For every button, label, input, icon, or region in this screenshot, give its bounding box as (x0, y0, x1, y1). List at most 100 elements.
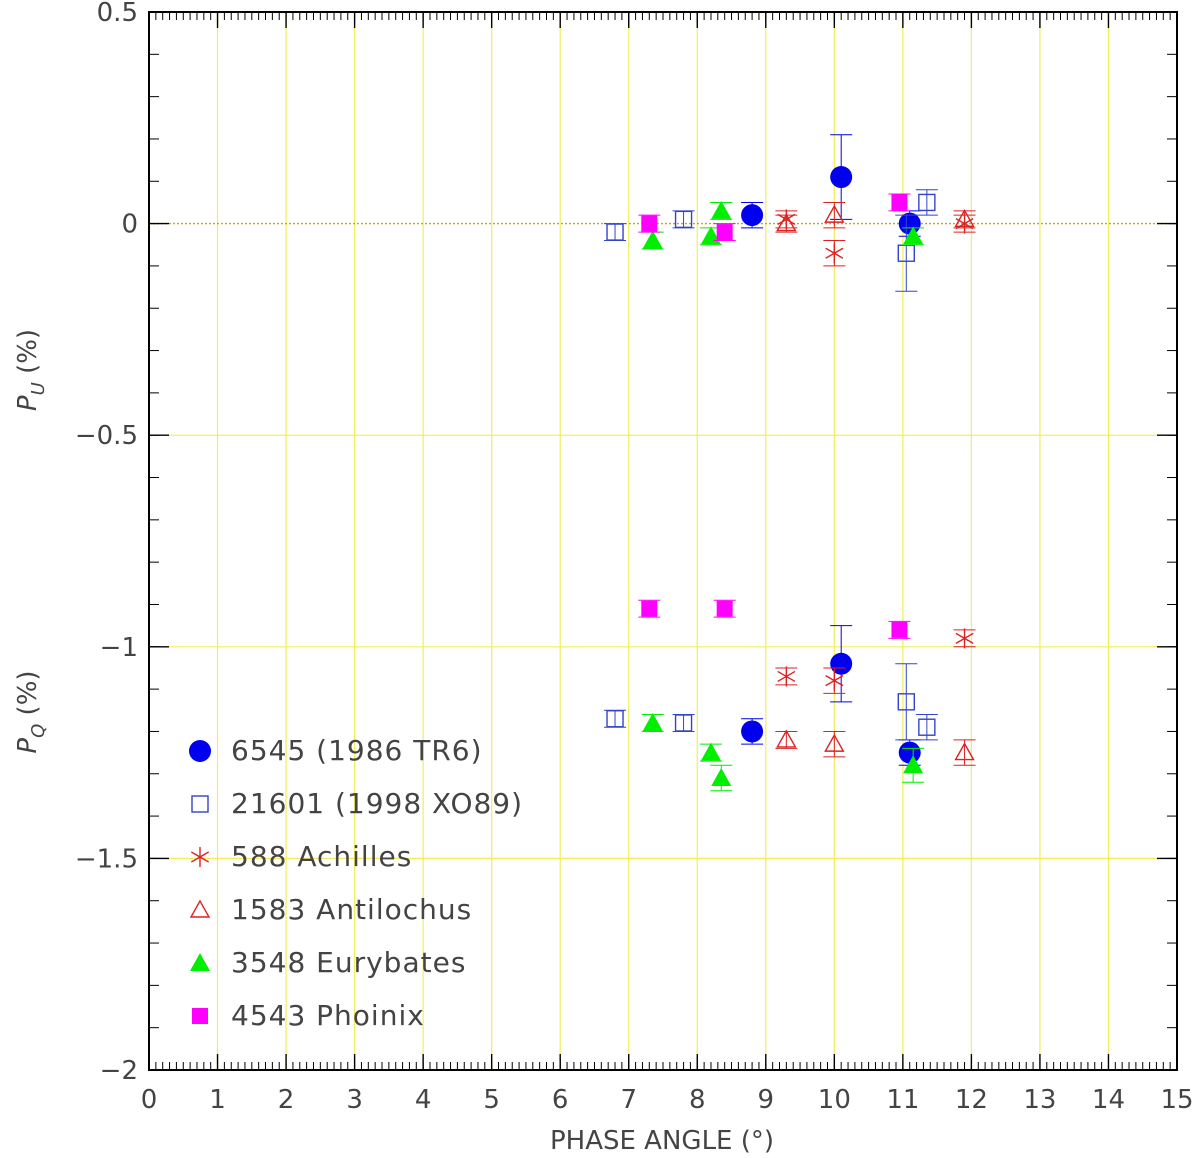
point-s5-pq-2-shape (891, 621, 908, 638)
x-tick-label-7: 7 (620, 1085, 637, 1115)
x-tick-label-15: 15 (1160, 1085, 1193, 1115)
legend-marker-5 (192, 1008, 208, 1024)
point-s1-pu-0-shape (606, 223, 624, 241)
point-s0-pu-0-shape (741, 204, 764, 227)
x-tick-label-13: 13 (1023, 1085, 1056, 1115)
legend-label-2: 588 Achilles (231, 840, 412, 873)
y-tick-label-4: −1.5 (75, 844, 138, 874)
point-s1-pq-0 (606, 710, 624, 728)
x-tick-label-14: 14 (1092, 1085, 1125, 1115)
y-tick-label-5: −2 (100, 1056, 138, 1086)
point-s0-pu-1 (830, 166, 853, 189)
legend-marker-1-shape (191, 795, 209, 813)
point-s5-pu-2 (891, 194, 908, 211)
point-s4-pu-3-shape (903, 226, 924, 245)
point-s3-pq-0-shape (776, 729, 797, 748)
y-tick-label-1: 0 (121, 210, 138, 240)
point-s4-pu-1-shape (700, 226, 721, 245)
point-s3-pu-1 (824, 204, 845, 223)
data-points (604, 134, 976, 792)
svg-text:PQ (%): PQ (%) (13, 670, 49, 753)
point-s1-pu-0 (606, 223, 624, 241)
x-tick-label-4: 4 (415, 1085, 432, 1115)
point-s2-pq-2 (955, 628, 974, 649)
point-s4-pq-1 (700, 742, 721, 761)
point-s4-pq-2-shape (711, 767, 732, 786)
x-tick-labels: 0 1 2 3 4 5 6 7 8 9 10 11 12 13 14 15 (141, 1085, 1194, 1115)
point-s3-pu-0 (776, 213, 797, 232)
legend-marker-5-shape (192, 1008, 208, 1024)
legend: 6545 (1986 TR6) 21601 (1998 XO89) 588 Achi… (189, 734, 523, 1032)
point-s5-pu-0-shape (641, 215, 658, 232)
point-s1-pu-3-shape (918, 193, 936, 212)
x-tick-label-6: 6 (552, 1085, 569, 1115)
y-axis-label-pq-subscript: Q (28, 724, 49, 738)
point-s3-pq-2 (954, 742, 975, 761)
point-s3-pq-1-shape (824, 733, 845, 752)
x-tick-label-12: 12 (955, 1085, 988, 1115)
point-s3-pu-1-shape (824, 204, 845, 223)
point-s1-pq-2 (897, 693, 915, 711)
legend-marker-3-shape (189, 899, 211, 918)
point-s4-pu-3 (903, 226, 924, 245)
x-axis-label: PHASE ANGLE (°) (550, 1126, 774, 1156)
point-s0-pq-2 (898, 741, 921, 764)
point-s1-pq-3-shape (918, 718, 936, 736)
point-s1-pq-2-errorbar (895, 663, 918, 741)
point-s0-pu-1-shape (830, 166, 853, 189)
x-tick-label-1: 1 (209, 1085, 226, 1115)
point-s1-pq-2-shape (897, 693, 915, 711)
legend-label-3: 1583 Antilochus (231, 893, 472, 926)
y-axis-label-pu: PU (%) (13, 329, 49, 411)
y-tick-labels: 0.5 0 −0.5 −1 −1.5 −2 (75, 0, 138, 1086)
point-s2-pq-0-stroke-2 (777, 670, 796, 683)
point-s2-pu-1-stroke-2 (825, 247, 844, 259)
point-s1-pq-1-shape (674, 714, 693, 732)
point-s0-pq-0-shape (741, 720, 764, 743)
point-s3-pu-0-shape (776, 213, 797, 232)
point-s1-pu-1 (674, 210, 693, 229)
point-s4-pq-2 (711, 767, 732, 786)
x-tick-label-0: 0 (141, 1085, 158, 1115)
point-s5-pq-2 (891, 621, 908, 638)
point-s3-pq-1 (824, 733, 845, 752)
legend-marker-0-shape (189, 740, 211, 762)
legend-marker-4 (190, 953, 210, 971)
legend-label-1: 21601 (1998 XO89) (231, 787, 523, 820)
point-s5-pu-2-shape (891, 194, 908, 211)
point-s3-pq-0 (776, 729, 797, 748)
point-s2-pq-0 (777, 666, 796, 687)
point-s1-pq-0-shape (606, 710, 624, 728)
point-s2-pq-1-stroke-2 (825, 675, 844, 687)
point-s4-pq-0-shape (642, 712, 663, 731)
legend-marker-2-stroke-2 (190, 851, 210, 863)
point-s4-pu-2 (711, 200, 732, 219)
point-s1-pu-1-shape (674, 210, 693, 229)
grid (149, 12, 1177, 1070)
y-axis-label-pu-unit: (%) (13, 329, 43, 374)
point-s0-pq-0 (741, 720, 764, 743)
point-s5-pq-1-shape (716, 600, 733, 617)
point-s5-pu-1-shape (716, 224, 733, 241)
point-s1-pq-3 (918, 718, 936, 736)
y-axis-label-pu-symbol: P (13, 395, 43, 411)
point-s5-pu-1 (716, 224, 733, 241)
point-s4-pq-1-shape (700, 742, 721, 761)
x-tick-label-5: 5 (483, 1085, 500, 1115)
point-s0-pq-2-shape (898, 741, 921, 764)
point-s4-pq-3 (903, 755, 924, 774)
point-s0-pu-2 (898, 212, 921, 235)
y-axis-label-pq: PQ (%) (13, 670, 49, 753)
point-s1-pu-3 (918, 193, 936, 212)
point-s5-pq-1 (716, 600, 733, 617)
legend-marker-3 (189, 899, 211, 918)
x-tick-label-8: 8 (689, 1085, 706, 1115)
legend-label-5: 4543 Phoinix (231, 999, 425, 1032)
point-s2-pu-1 (825, 243, 844, 264)
x-tick-label-3: 3 (346, 1085, 363, 1115)
point-s4-pu-1 (700, 226, 721, 245)
point-s5-pq-0 (641, 600, 658, 617)
point-s4-pq-3-shape (903, 755, 924, 774)
point-s1-pq-1 (674, 714, 693, 732)
